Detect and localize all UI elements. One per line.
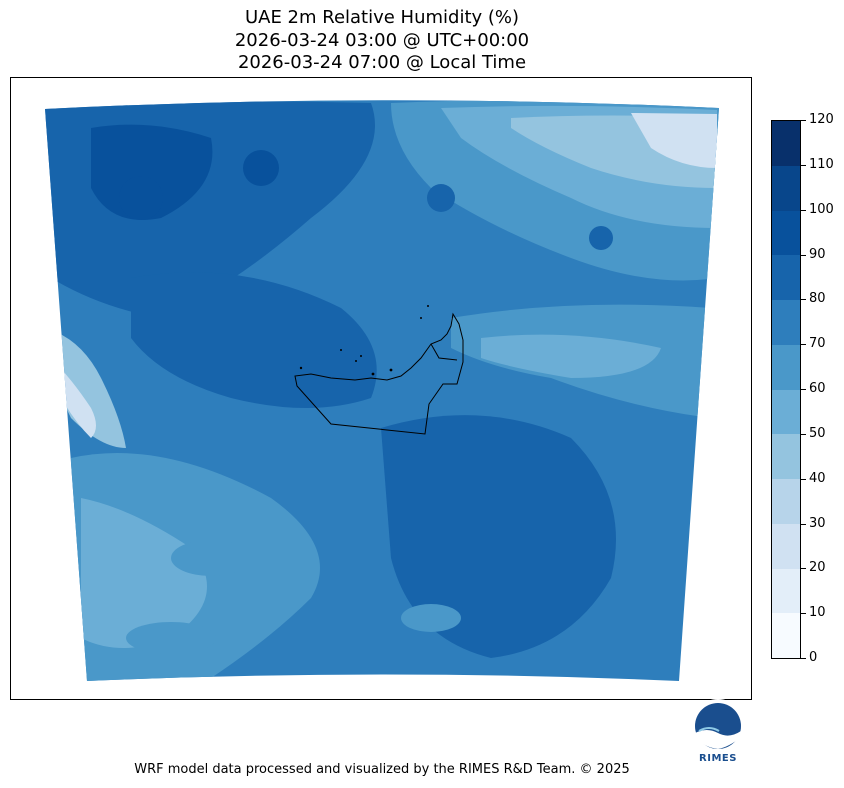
colorbar-tick: [801, 344, 806, 346]
colorbar: [771, 120, 801, 659]
map-title: UAE 2m Relative Humidity (%): [244, 7, 520, 28]
colorbar-tick: [801, 568, 806, 570]
colorbar-segment: [772, 613, 800, 658]
colorbar-segment: [772, 255, 800, 300]
footer-credit: WRF model data processed and visualized …: [134, 762, 630, 777]
colorbar-segment: [772, 523, 800, 569]
colorbar-segment: [772, 434, 800, 479]
colorbar-tick-label: 30: [809, 515, 826, 531]
colorbar-segment: [772, 300, 800, 345]
logo-text: RIMES: [699, 753, 737, 764]
map-panel: RIMES: [10, 77, 752, 764]
local-time: 2026-03-24 07:00 @ Local Time: [237, 52, 527, 73]
colorbar-tick: [801, 613, 806, 615]
uae-boundary: [294, 312, 464, 435]
colorbar-tick: [801, 209, 806, 211]
colorbar-tick: [801, 164, 806, 166]
colorbar-tick-label: 80: [809, 291, 826, 307]
colorbar-tick: [801, 433, 806, 435]
colorbar-tick: [801, 254, 806, 256]
colorbar-tick: [801, 478, 806, 480]
colorbar-tick: [801, 120, 806, 121]
colorbar-segment: [772, 568, 800, 614]
colorbar-tick-label: 100: [809, 201, 834, 217]
colorbar-tick-label: 70: [809, 336, 826, 352]
colorbar-tick-label: 60: [809, 381, 826, 396]
rimes-logo: RIMES: [689, 697, 747, 767]
colorbar-tick-label: 20: [809, 560, 826, 576]
humidity-field: [45, 100, 719, 681]
colorbar-tick: [801, 658, 806, 659]
colorbar-tick: [801, 523, 806, 525]
humidity-map: [45, 100, 719, 681]
colorbar-segment: [772, 344, 800, 390]
uae-islands: [299, 305, 429, 376]
colorbar-segment: [772, 165, 800, 211]
colorbar-tick-label: 50: [809, 425, 826, 441]
colorbar-tick-label: 40: [809, 470, 826, 486]
colorbar-segment: [772, 121, 800, 166]
colorbar-tick-label: 90: [809, 246, 826, 262]
colorbar-tick-label: 120: [809, 112, 834, 127]
colorbar-tick-label: 10: [809, 605, 826, 621]
colorbar-tick: [801, 299, 806, 301]
colorbar-tick-label: 0: [809, 650, 818, 665]
colorbar-tick-label: 110: [809, 156, 834, 172]
utc-time: 2026-03-24 03:00 @ UTC+00:00: [234, 30, 530, 51]
colorbar-segment: [772, 389, 800, 435]
colorbar-tick: [801, 389, 806, 390]
colorbar-segment: [772, 210, 800, 256]
colorbar-segment: [772, 479, 800, 524]
